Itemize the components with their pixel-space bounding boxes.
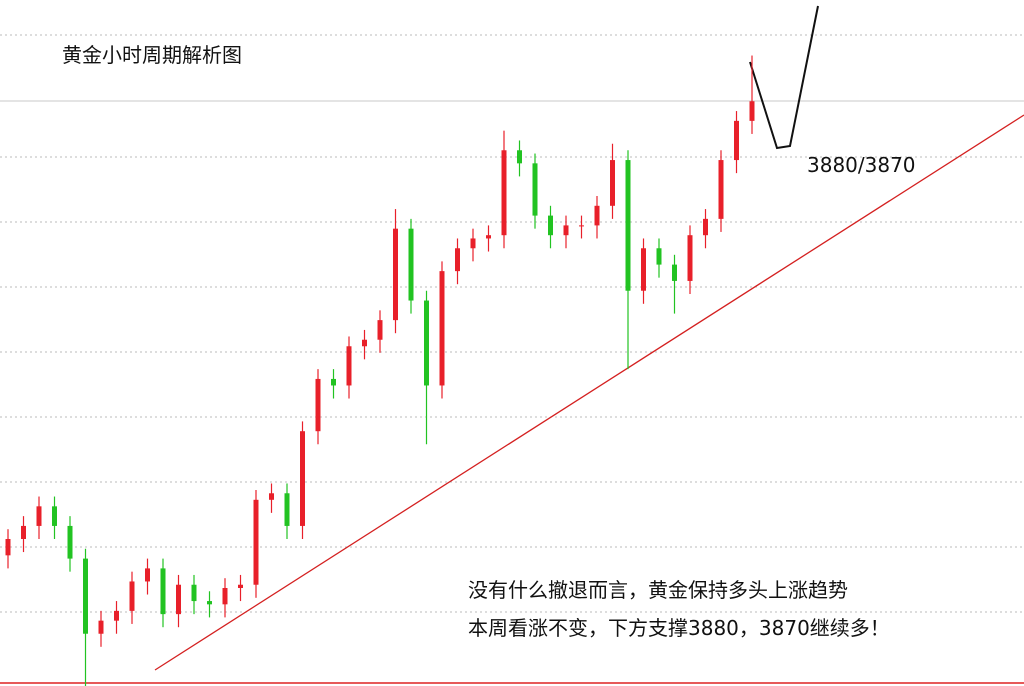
- candle-body: [749, 101, 755, 121]
- candle-body: [145, 568, 150, 582]
- candle-body: [641, 248, 646, 291]
- candle-body: [191, 584, 197, 602]
- candle-body: [52, 506, 57, 526]
- candle-body: [300, 431, 305, 526]
- candle-body: [718, 160, 724, 219]
- candle-body: [346, 346, 352, 386]
- annotation: 3880/3870: [807, 153, 916, 177]
- candle-body: [362, 339, 367, 347]
- grid: [0, 34, 1024, 684]
- candle-body: [579, 225, 584, 227]
- forecast-path: [749, 5, 819, 150]
- candle-body: [36, 506, 42, 526]
- annotation: 本周看涨不变，下方支撑3880，3870继续多！: [468, 616, 890, 640]
- annotation: 没有什么撤退而言，黄金保持多头上涨趋势: [468, 578, 848, 602]
- candle-body: [486, 235, 491, 239]
- candle-body: [672, 264, 677, 281]
- candle-body: [439, 271, 445, 386]
- candles: [5, 55, 755, 686]
- candle-body: [5, 539, 11, 556]
- candle-body: [625, 160, 631, 291]
- candle-body: [548, 215, 553, 236]
- candle-body: [207, 601, 212, 605]
- candle-body: [424, 300, 429, 386]
- candle-body: [98, 620, 104, 634]
- candle-body: [687, 235, 693, 281]
- candle-body: [377, 320, 383, 340]
- candle-body: [315, 378, 321, 432]
- candle-body: [21, 525, 26, 539]
- candle-body: [253, 499, 259, 585]
- candle-body: [734, 120, 739, 161]
- candle-body: [269, 493, 274, 500]
- candle-body: [594, 205, 600, 226]
- candle-body: [703, 218, 708, 236]
- candle-body: [83, 558, 88, 634]
- candle-body: [331, 378, 336, 386]
- candle-body: [176, 584, 181, 615]
- candle-body: [393, 228, 398, 321]
- chart-title: 黄金小时周期解析图: [62, 43, 242, 67]
- candle-body: [67, 525, 73, 559]
- candle-body: [470, 238, 476, 249]
- trend-line: [154, 114, 1024, 671]
- candle-body: [517, 150, 522, 164]
- candle-body: [563, 225, 569, 236]
- candle-body: [501, 150, 507, 236]
- candle-body: [532, 163, 538, 216]
- candle-body: [129, 581, 135, 611]
- candle-body: [408, 228, 414, 301]
- candle-body: [238, 584, 243, 588]
- candle-body: [656, 248, 662, 265]
- candle-body: [455, 248, 460, 272]
- candle-body: [222, 588, 228, 605]
- candle-body: [114, 610, 119, 621]
- candle-body: [160, 568, 166, 615]
- candle-body: [284, 493, 290, 526]
- candle-body: [610, 160, 615, 206]
